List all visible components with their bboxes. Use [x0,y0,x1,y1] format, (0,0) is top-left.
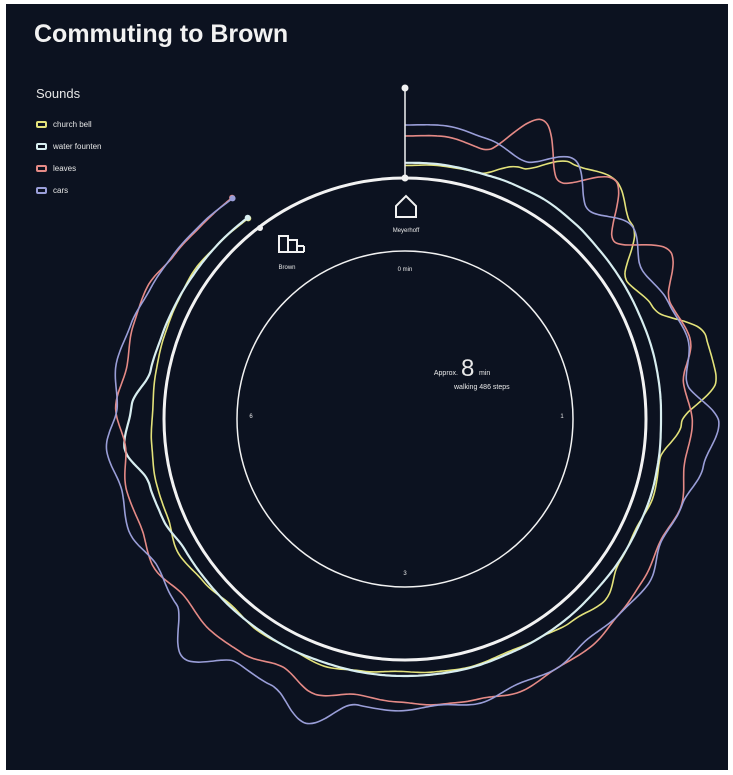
meyerhoff-building-icon [395,194,417,218]
series-line-water-fountain [123,161,663,678]
legend-item-water-fountain: water founten [36,135,101,157]
end-dot [257,225,263,231]
page-title: Commuting to Brown [34,20,289,48]
legend-item-church-bell: church bell [36,113,101,135]
legend-label-leaves: leaves [53,163,77,173]
series-end-dot-cars [229,195,236,202]
brown-building-icon [278,235,305,253]
dial-tick-1: 1 [560,414,564,420]
series-line-leaves [114,118,694,706]
legend-swatch-church-bell [36,120,47,128]
legend-item-leaves: leaves [36,157,101,179]
dial-tick-3: 3 [403,571,407,577]
end-label: Brown [278,265,295,271]
poster: Meyerhoff Brown 0 min 1 3 6 Approx. 8 mi… [6,4,728,770]
dial-tick-6: 6 [249,414,253,420]
start-dot [401,174,409,182]
legend-label-church-bell: church bell [53,119,92,129]
series-line-cars [105,123,720,725]
series-end-dot-water-fountain [244,214,251,221]
dial-inner-circle [236,250,574,588]
series-layer [105,118,720,725]
legend-title: Sounds [36,86,81,101]
summary-prefix: Approx. [434,370,458,377]
legend-label-water-fountain: water founten [53,141,102,151]
start-pin-head [401,84,409,92]
series-line-church-bell [150,160,717,674]
dial-tick-0: 0 min [398,267,413,273]
legend-swatch-leaves [36,164,47,172]
summary-steps: walking 486 steps [453,384,510,391]
summary-unit: min [479,370,490,377]
legend: Sounds church bell water founten leaves … [36,86,101,201]
ring-layer [162,176,648,662]
start-label: Meyerhoff [393,228,420,234]
sound-chart: Meyerhoff Brown 0 min 1 3 6 Approx. 8 mi… [105,84,720,725]
legend-label-cars: cars [53,185,69,195]
legend-swatch-water-fountain [36,142,47,150]
legend-swatch-cars [36,186,47,194]
legend-item-cars: cars [36,179,101,201]
summary-minutes: 8 [461,355,474,382]
